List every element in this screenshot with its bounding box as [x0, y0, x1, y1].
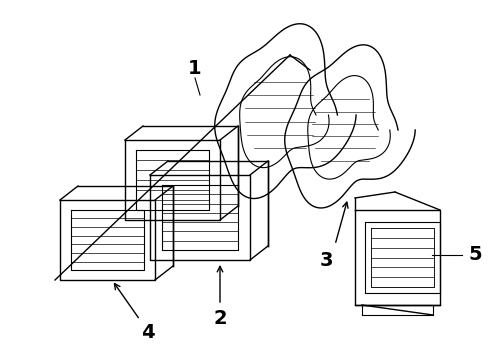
Text: 3: 3: [319, 251, 333, 270]
Text: 5: 5: [468, 246, 482, 265]
Text: 1: 1: [188, 59, 202, 77]
Text: 2: 2: [213, 309, 227, 328]
Text: 4: 4: [141, 324, 155, 342]
